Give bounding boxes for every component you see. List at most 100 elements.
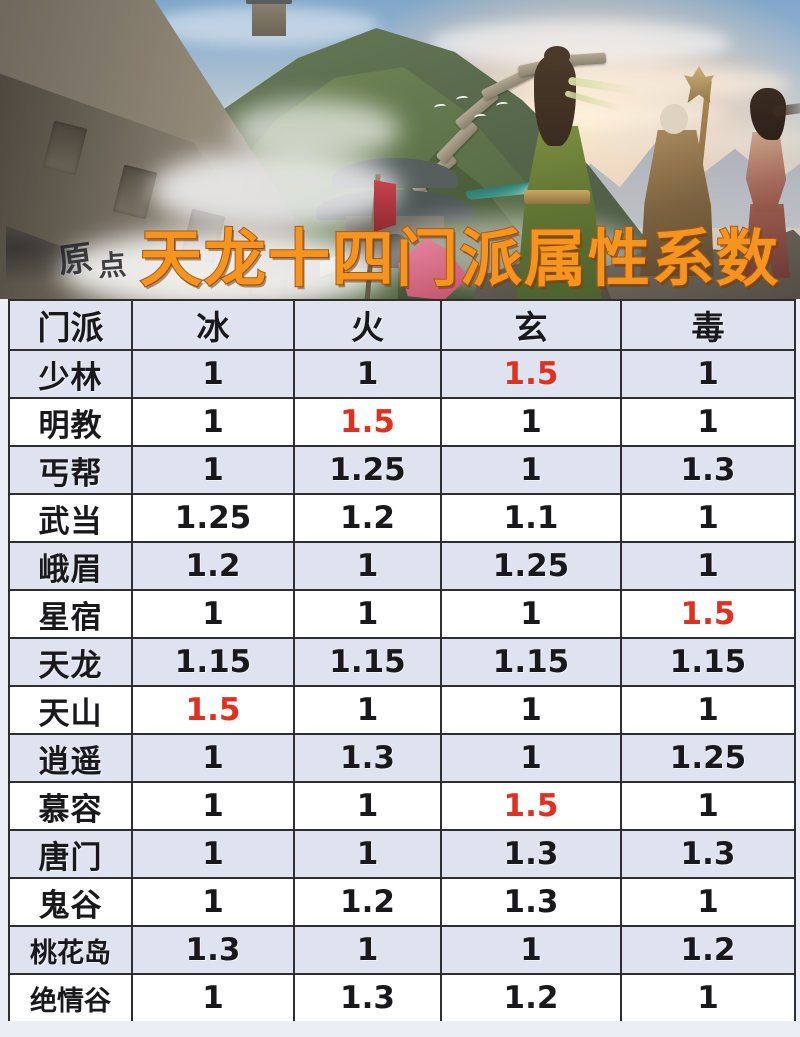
cell-poison: 1: [620, 349, 796, 399]
cell-sect-name: 逍遥: [8, 733, 133, 783]
coefficient-table-wrapper: 门派 冰 火 玄 毒 少林 1 1 1.5 1 明教 1 1.5 1 1 丐帮 1 1.25 1 1.3 武当…: [8, 299, 796, 1023]
table-row: 丐帮 1 1.25 1 1.3: [8, 445, 796, 495]
cell-ice: 1: [131, 589, 295, 639]
page-title: 天龙十四门派属性系数: [139, 221, 781, 296]
cell-sect-name: 唐门: [8, 829, 133, 879]
cell-fire: 1.15: [293, 637, 442, 687]
character-staff: [630, 66, 722, 276]
character-red: [726, 86, 800, 278]
cell-poison: 1.2: [620, 925, 796, 975]
column-header-sect: 门派: [8, 299, 133, 351]
cell-poison: 1: [620, 541, 796, 591]
cell-poison: 1.15: [620, 637, 796, 687]
cell-mystic: 1: [440, 589, 622, 639]
cell-fire: 1: [293, 685, 442, 735]
cell-ice: 1.2: [131, 541, 295, 591]
column-header-mystic: 玄: [440, 299, 622, 351]
cell-poison: 1: [620, 685, 796, 735]
cell-sect-name: 武当: [8, 493, 133, 543]
cell-fire: 1.5: [293, 397, 442, 447]
cell-sect-name: 绝情谷: [8, 973, 133, 1023]
cell-mystic: 1.3: [440, 877, 622, 927]
cell-fire: 1: [293, 349, 442, 399]
table-row: 逍遥 1 1.3 1 1.25: [8, 733, 796, 783]
cell-ice: 1: [131, 445, 295, 495]
cell-fire: 1.2: [293, 493, 442, 543]
cell-ice: 1: [131, 733, 295, 783]
cell-ice: 1: [131, 877, 295, 927]
table-row: 慕容 1 1 1.5 1: [8, 781, 796, 831]
table-row: 唐门 1 1 1.3 1.3: [8, 829, 796, 879]
table-row: 明教 1 1.5 1 1: [8, 397, 796, 447]
cell-ice: 1: [131, 349, 295, 399]
cell-mystic: 1.1: [440, 493, 622, 543]
table-body: 少林 1 1 1.5 1 明教 1 1.5 1 1 丐帮 1 1.25 1 1.3 武当 1.25 1.2 1.1 1…: [8, 349, 796, 1023]
cell-ice: 1: [131, 973, 295, 1023]
cell-ice: 1: [131, 397, 295, 447]
cell-poison: 1.3: [620, 445, 796, 495]
cell-poison: 1: [620, 877, 796, 927]
cell-poison: 1: [620, 397, 796, 447]
table-row: 星宿 1 1 1 1.5: [8, 589, 796, 639]
cell-mystic: 1.3: [440, 829, 622, 879]
cell-sect-name: 明教: [8, 397, 133, 447]
cell-ice: 1.3: [131, 925, 295, 975]
table-row: 天山 1.5 1 1 1: [8, 685, 796, 735]
cell-sect-name: 丐帮: [8, 445, 133, 495]
cell-mystic: 1.2: [440, 973, 622, 1023]
cell-poison: 1.25: [620, 733, 796, 783]
cell-fire: 1.25: [293, 445, 442, 495]
cell-fire: 1: [293, 829, 442, 879]
cell-ice: 1: [131, 781, 295, 831]
cell-mystic: 1.5: [440, 781, 622, 831]
mist: [60, 230, 390, 299]
cell-mystic: 1: [440, 445, 622, 495]
cell-ice: 1.25: [131, 493, 295, 543]
cell-sect-name: 天龙: [8, 637, 133, 687]
game-banner-image: 原 点 天龙十四门派属性系数: [0, 0, 800, 299]
cell-fire: 1: [293, 589, 442, 639]
banner-flag: [374, 180, 396, 232]
cell-sect-name: 鬼谷: [8, 877, 133, 927]
character-green-robe: [457, 46, 639, 299]
cell-mystic: 1: [440, 685, 622, 735]
table-row: 武当 1.25 1.2 1.1 1: [8, 493, 796, 543]
cell-fire: 1.2: [293, 877, 442, 927]
cell-sect-name: 桃花岛: [8, 925, 133, 975]
cell-mystic: 1.15: [440, 637, 622, 687]
table-row: 鬼谷 1 1.2 1.3 1: [8, 877, 796, 927]
table-row: 少林 1 1 1.5 1: [8, 349, 796, 399]
cell-sect-name: 天山: [8, 685, 133, 735]
cell-poison: 1.5: [620, 589, 796, 639]
footer-strip: [0, 1021, 800, 1037]
cell-poison: 1.3: [620, 829, 796, 879]
cell-poison: 1: [620, 973, 796, 1023]
cell-mystic: 1: [440, 925, 622, 975]
sect-attribute-coefficient-table: 门派 冰 火 玄 毒 少林 1 1 1.5 1 明教 1 1.5 1 1 丐帮 1 1.25 1 1.3 武当…: [8, 299, 796, 1023]
cell-mystic: 1: [440, 733, 622, 783]
cell-mystic: 1.5: [440, 349, 622, 399]
cell-sect-name: 少林: [8, 349, 133, 399]
cell-fire: 1: [293, 541, 442, 591]
cell-sect-name: 慕容: [8, 781, 133, 831]
cell-ice: 1: [131, 829, 295, 879]
cell-ice: 1.5: [131, 685, 295, 735]
cell-sect-name: 星宿: [8, 589, 133, 639]
cell-poison: 1: [620, 781, 796, 831]
column-header-ice: 冰: [131, 299, 295, 351]
cell-fire: 1: [293, 781, 442, 831]
table-row: 天龙 1.15 1.15 1.15 1.15: [8, 637, 796, 687]
cell-poison: 1: [620, 493, 796, 543]
cell-ice: 1.15: [131, 637, 295, 687]
cell-fire: 1: [293, 925, 442, 975]
cell-sect-name: 峨眉: [8, 541, 133, 591]
table-row: 绝情谷 1 1.3 1.2 1: [8, 973, 796, 1023]
column-header-fire: 火: [293, 299, 442, 351]
cell-fire: 1.3: [293, 733, 442, 783]
cell-fire: 1.3: [293, 973, 442, 1023]
cell-mystic: 1.25: [440, 541, 622, 591]
table-row: 桃花岛 1.3 1 1 1.2: [8, 925, 796, 975]
cell-mystic: 1: [440, 397, 622, 447]
column-header-poison: 毒: [620, 299, 796, 351]
mist: [150, 150, 400, 230]
